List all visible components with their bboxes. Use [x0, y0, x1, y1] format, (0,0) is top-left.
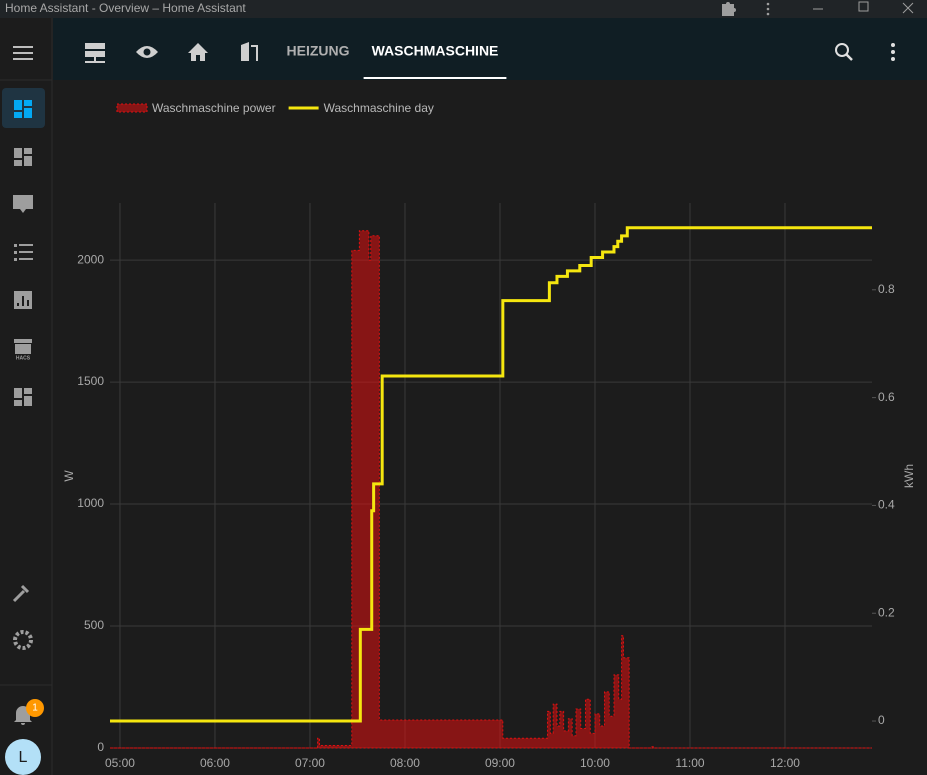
menu-toggle[interactable] — [13, 46, 33, 60]
sidebar-active — [2, 88, 45, 128]
x-tick-label: 12:00 — [770, 756, 800, 770]
notification-count: 1 — [32, 703, 38, 714]
y-tick-label: 1000 — [77, 496, 104, 510]
search-button[interactable] — [835, 43, 853, 61]
user-avatar[interactable] — [5, 739, 41, 775]
y2-axis-title: kWh — [902, 464, 916, 488]
x-tick-label: 07:00 — [295, 756, 325, 770]
tab[interactable]: HEIZUNG — [287, 43, 350, 59]
logbook-icon[interactable] — [14, 244, 33, 261]
dashboard-icon-2[interactable] — [14, 388, 32, 406]
tab-door-icon[interactable] — [241, 42, 258, 61]
x-tick-label: 10:00 — [580, 756, 610, 770]
legend-label: Waschmaschine day — [324, 101, 434, 115]
maximize-button[interactable] — [858, 1, 869, 12]
x-tick-label: 05:00 — [105, 756, 135, 770]
power-area — [110, 230, 872, 749]
tab-server-icon[interactable] — [85, 43, 105, 63]
y2-tick-label: 0.8 — [878, 282, 895, 296]
x-tick-label: 09:00 — [485, 756, 515, 770]
overflow-menu[interactable] — [891, 43, 895, 61]
y-tick-label: 0 — [97, 740, 104, 754]
active-tab-indicator — [363, 77, 507, 79]
y2-tick-label: 0 — [878, 713, 885, 727]
y-tick-label: 1500 — [77, 374, 104, 388]
developer-tools-icon[interactable] — [12, 584, 30, 603]
extension-button[interactable] — [722, 2, 736, 16]
hacs-icon[interactable] — [14, 339, 32, 354]
history-icon[interactable] — [14, 291, 32, 309]
tab-home-icon[interactable] — [188, 43, 208, 61]
y2-tick-label: 0.4 — [878, 498, 895, 512]
chart: 0 500 1000 1500 2000 0 0.2 0.4 0.6 0.8 05:00 06:00 0… — [62, 101, 916, 770]
dashboard-icon[interactable] — [14, 148, 32, 166]
x-tick-label: 11:00 — [675, 756, 704, 770]
user-initial: L — [19, 749, 28, 766]
settings-icon[interactable] — [13, 630, 33, 650]
overview-icon[interactable] — [14, 100, 32, 118]
menu-button[interactable] — [766, 2, 770, 16]
legend-label: Waschmaschine power — [152, 101, 276, 115]
y-axis-title: W — [62, 470, 76, 482]
y2-tick-label: 0.2 — [878, 605, 895, 619]
hacs-label: HACS — [16, 355, 31, 361]
close-button[interactable] — [902, 2, 914, 14]
x-tick-label: 08:00 — [390, 756, 420, 770]
legend-swatch — [116, 103, 148, 113]
tab[interactable]: WASCHMASCHINE — [372, 43, 499, 59]
notification-badge — [26, 699, 44, 717]
title-bar — [0, 0, 927, 18]
tab-eye-pupil — [143, 48, 151, 56]
y-tick-label: 2000 — [77, 252, 104, 266]
x-tick-label: 06:00 — [200, 756, 230, 770]
window-title: Home Assistant - Overview – Home Assista… — [5, 1, 246, 15]
legend-item: Waschmaschine day — [288, 101, 434, 115]
y2-tick-label: 0.6 — [878, 390, 895, 404]
energy-line — [110, 226, 872, 723]
legend-item: Waschmaschine power — [116, 101, 276, 115]
y-tick-label: 500 — [84, 618, 104, 632]
map-icon[interactable] — [13, 195, 33, 213]
